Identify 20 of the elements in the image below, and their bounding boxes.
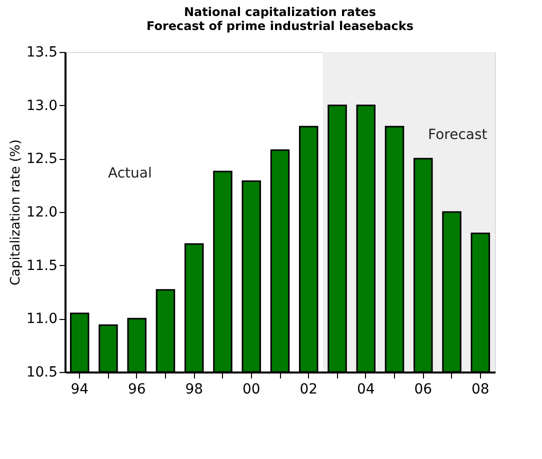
y-tick-label: 11.5 — [26, 258, 58, 274]
chart-subtitle: Forecast of prime industrial leasebacks — [146, 19, 414, 33]
y-tick-label: 13.5 — [26, 44, 58, 60]
x-tick-label: 02 — [300, 382, 318, 398]
y-tick-label: 12.0 — [26, 204, 58, 220]
y-tick-label: 13.0 — [26, 98, 58, 114]
y-axis-title: Capitalization rate (%) — [8, 139, 24, 286]
annotation: Actual — [108, 166, 152, 182]
y-tick-label: 11.0 — [26, 311, 58, 328]
x-tick-label: 06 — [414, 382, 432, 398]
x-tick-label: 96 — [128, 382, 146, 398]
x-tick-label: 04 — [356, 382, 375, 398]
x-tick-label: 98 — [185, 382, 204, 398]
x-tick-label: 94 — [70, 382, 89, 398]
y-tick-label: 10.5 — [26, 364, 58, 380]
x-tick-label: 00 — [242, 382, 260, 398]
y-tick-label: 12.5 — [26, 151, 58, 168]
chart-title: National capitalization rates — [184, 5, 376, 19]
x-tick-label: 08 — [471, 382, 490, 398]
band-label: Forecast — [428, 127, 488, 144]
